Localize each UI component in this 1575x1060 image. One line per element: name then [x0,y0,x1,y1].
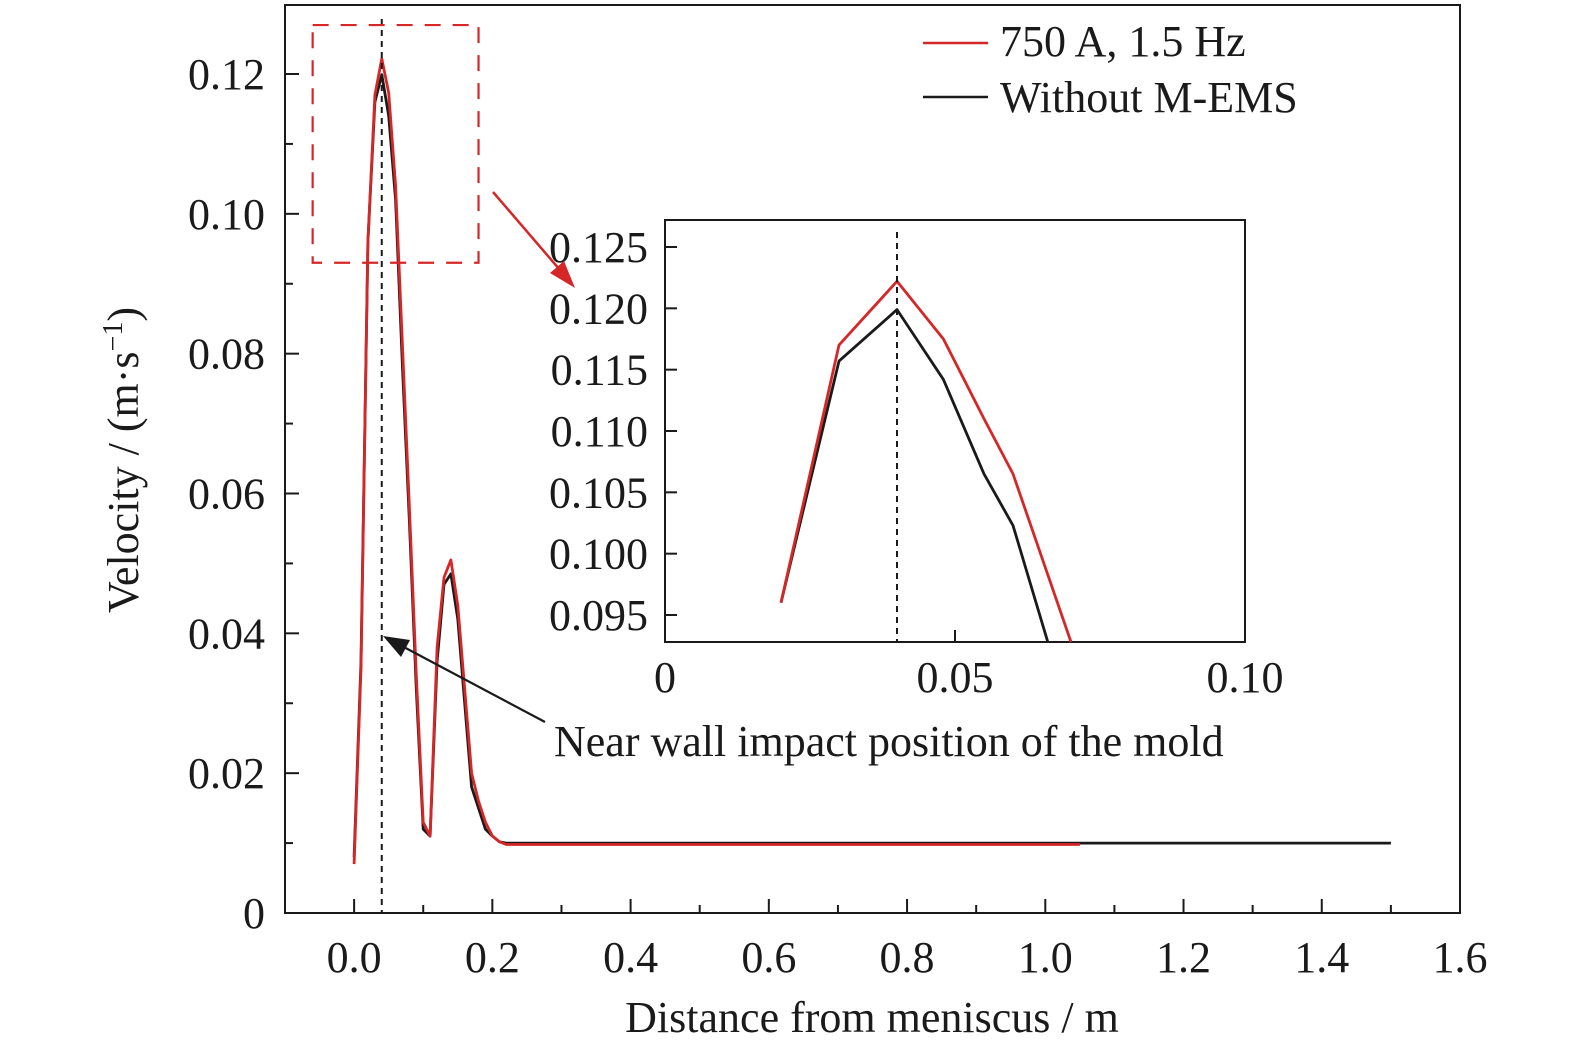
y-tick-label: 0.02 [188,749,265,798]
legend-label-series-1: 750 A, 1.5 Hz [1000,17,1246,66]
inset-series-line [779,308,1050,643]
y-axis-label-superscript: −1 [98,322,129,352]
x-tick-label: 1.6 [1433,933,1488,982]
y-axis-label-close: ) [99,307,148,322]
inset-x-tick-label: 0.05 [917,653,994,702]
main-series-lines [352,57,1391,865]
inset-y-tick-label: 0.095 [549,591,648,640]
inset-y-tick-label: 0.110 [551,407,648,456]
inset-y-tick-label: 0.105 [549,468,648,517]
y-axis-label: Velocity / (m·s−1) [98,307,148,613]
inset-series-line [779,279,1073,643]
y-tick-label: 0.10 [188,190,265,239]
y-tick-label: 0.08 [188,330,265,379]
x-tick-label: 0.6 [741,933,796,982]
main-plot: 0.0 0.2 0.4 0.6 0.8 1.0 1.2 1.4 1.6 0 0.02 0.04 0.06… [188,4,1488,982]
series-line [352,57,1080,865]
x-tick-label: 1.4 [1294,933,1349,982]
annotation-arrowhead [383,636,410,657]
legend: 750 A, 1.5 Hz Without M-EMS [923,17,1298,122]
zoom-region-box [311,23,480,264]
inset-x-tick-label: 0.10 [1207,653,1284,702]
inset-y-tick-label: 0.120 [549,284,648,333]
annotation-arrow [399,644,546,723]
x-tick-label: 0.4 [603,933,658,982]
inset-plot: 0 0.05 0.10 0.095 0.100 0.105 0.110 0.115 0.120 0… [549,219,1284,702]
zoom-arrowhead [550,261,575,288]
y-tick-label: 0.06 [188,470,265,519]
x-tick-label: 1.2 [1156,933,1211,982]
y-axis-label-main: Velocity / (m·s [99,351,148,613]
inset-y-tick-label: 0.100 [549,530,648,579]
y-tick-label: 0 [243,889,265,938]
x-tick-label: 1.0 [1018,933,1073,982]
x-tick-label: 0.8 [880,933,935,982]
inset-y-tick-label: 0.115 [551,346,648,395]
legend-label-series-2: Without M-EMS [1000,73,1298,122]
annotation-text: Near wall impact position of the mold [554,717,1224,766]
main-axis-ticks: 0.0 0.2 0.4 0.6 0.8 1.0 1.2 1.4 1.6 0 0.02 0.04 0.06… [188,50,1488,982]
inset-x-tick-label: 0 [654,653,676,702]
main-plot-frame [284,4,1461,914]
inset-axis-ticks: 0 0.05 0.10 0.095 0.100 0.105 0.110 0.115 0.120 0… [549,223,1284,702]
inset-series-lines [779,279,1073,643]
x-axis-label: Distance from meniscus / m [625,993,1119,1042]
x-tick-label: 0.0 [327,933,382,982]
y-tick-label: 0.12 [188,50,265,99]
zoom-arrow [492,191,561,271]
y-tick-label: 0.04 [188,609,265,658]
inset-y-tick-label: 0.125 [549,223,648,272]
x-tick-label: 0.2 [465,933,520,982]
inset-plot-frame [664,219,1246,643]
